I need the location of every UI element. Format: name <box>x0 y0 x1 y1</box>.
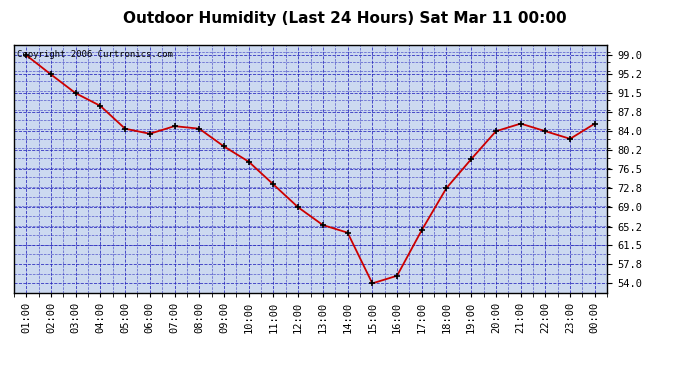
Text: Outdoor Humidity (Last 24 Hours) Sat Mar 11 00:00: Outdoor Humidity (Last 24 Hours) Sat Mar… <box>124 11 566 26</box>
Text: Copyright 2006 Curtronics.com: Copyright 2006 Curtronics.com <box>17 50 172 59</box>
